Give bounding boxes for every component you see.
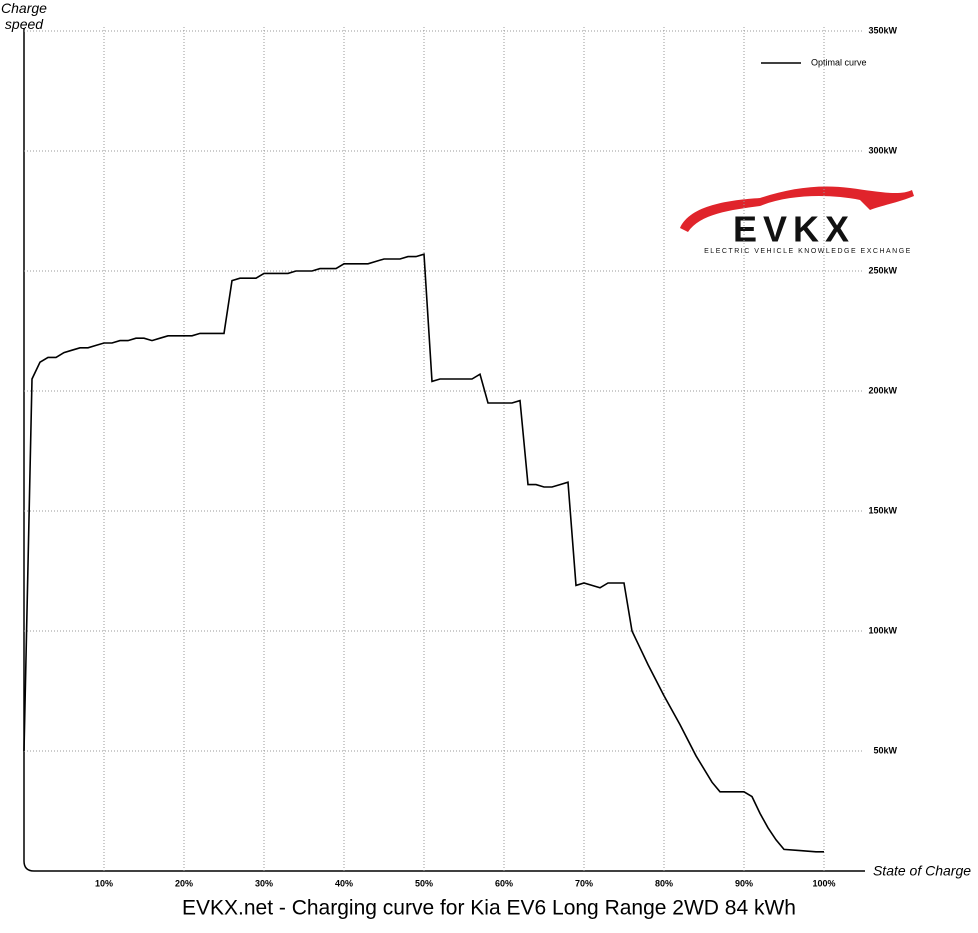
x-tick-label: 70% (575, 878, 593, 888)
y-tick-label: 50kW (873, 745, 897, 755)
x-tick-label: 30% (255, 878, 273, 888)
x-tick-label: 60% (495, 878, 513, 888)
legend-label: Optimal curve (811, 57, 867, 67)
y-tick-label: 100kW (868, 625, 897, 635)
x-tick-label: 90% (735, 878, 753, 888)
logo-tagline: ELECTRIC VEHICLE KNOWLEDGE EXCHANGE (704, 248, 912, 255)
logo: EVKX ELECTRIC VEHICLE KNOWLEDGE EXCHANGE (680, 186, 914, 255)
series-line (23, 253, 824, 853)
x-tick-label: 20% (175, 878, 193, 888)
y-tick-label: 150kW (868, 505, 897, 515)
y-tick-label: 250kW (868, 265, 897, 275)
x-tick-label: 10% (95, 878, 113, 888)
x-axis-label: State of Charge (873, 863, 971, 879)
x-tick-label: 80% (655, 878, 673, 888)
y-axis-label: Charge speed (1, 0, 47, 32)
chart-title: EVKX.net - Charging curve for Kia EV6 Lo… (182, 897, 796, 920)
y-tick-label: 350kW (868, 25, 897, 35)
y-tick-label: 200kW (868, 385, 897, 395)
x-tick-label: 40% (335, 878, 353, 888)
x-tick-label: 50% (415, 878, 433, 888)
axes (23, 28, 865, 872)
logo-name: EVKX (733, 209, 855, 250)
y-tick-label: 300kW (868, 145, 897, 155)
x-tick-label: 100% (812, 878, 835, 888)
